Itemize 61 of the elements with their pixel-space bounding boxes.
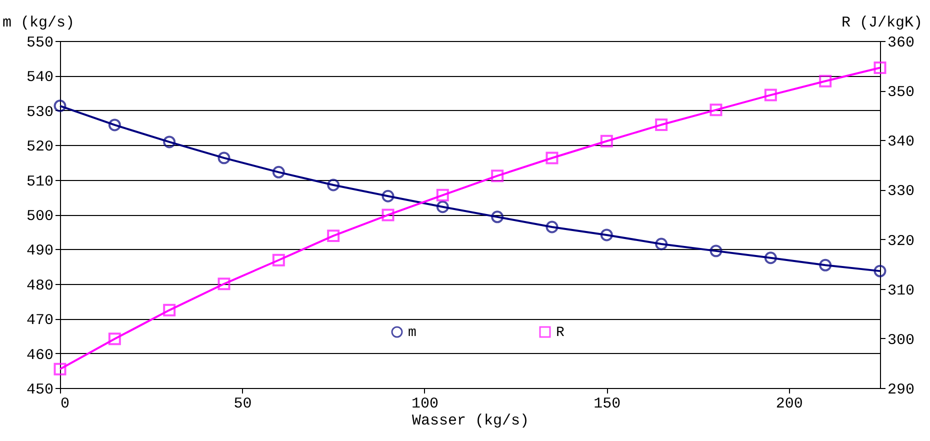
point: [764, 252, 777, 264]
point: [764, 88, 777, 102]
x-tick-label: 50: [234, 396, 252, 412]
x-axis-title: Wasser (kg/s): [412, 412, 530, 430]
point: [874, 62, 886, 74]
point: [218, 278, 230, 290]
point: [436, 188, 449, 202]
y2-tick-label: 290: [888, 382, 915, 398]
point: [491, 170, 504, 182]
point: [218, 152, 230, 164]
y-tick-label: 470: [26, 312, 54, 330]
point: [655, 118, 668, 132]
y-tick-label: 500: [26, 208, 54, 225]
y2-tick-label: 330: [888, 183, 915, 200]
y-tick-label: 550: [26, 34, 54, 52]
point: [272, 254, 285, 266]
y-tick-label: 530: [26, 104, 54, 121]
x-tick-label: 200: [776, 396, 803, 412]
y-tick-label: 520: [26, 138, 54, 156]
x-tick-label: 150: [594, 396, 621, 412]
y-tick-label: 480: [26, 277, 54, 294]
x-tick-label: 100: [411, 396, 438, 412]
y-tick-label: 510: [26, 173, 54, 190]
x-tick-label: 0: [60, 396, 70, 412]
y2-tick-label: 340: [888, 134, 915, 151]
point: [819, 258, 832, 272]
point: [600, 228, 613, 242]
point: [54, 362, 66, 376]
y-tick-label: 540: [26, 69, 54, 86]
point: [710, 244, 722, 258]
y-tick-label: 460: [26, 346, 54, 364]
point: [108, 118, 121, 132]
point: [163, 304, 176, 316]
y-axis-title: m (kg/s): [2, 14, 75, 32]
point: [327, 230, 340, 242]
point: [874, 264, 886, 278]
y-tick-label: 450: [26, 382, 54, 398]
point: [710, 104, 722, 116]
y2-tick-label: 310: [888, 282, 915, 300]
point: [600, 134, 613, 148]
point: [327, 178, 340, 192]
point: [163, 136, 176, 148]
y2-tick-label: 350: [888, 84, 915, 102]
point: [436, 200, 449, 214]
y2-tick-label: 360: [888, 34, 915, 52]
y2-tick-label: 300: [888, 332, 915, 349]
y2-tick-label: 320: [888, 232, 915, 250]
point: [54, 100, 66, 112]
point: [655, 238, 668, 250]
legend-label: R: [556, 325, 565, 341]
point: [819, 74, 832, 88]
point: [108, 332, 121, 346]
point: [382, 190, 394, 202]
y-tick-label: 490: [26, 242, 54, 260]
point: [546, 152, 558, 164]
legend-label: m: [408, 325, 416, 341]
point: [546, 220, 558, 234]
point: [491, 210, 504, 224]
y2-axis-title: R (J/kgK): [841, 14, 922, 32]
point: [272, 166, 285, 178]
point: [382, 208, 394, 222]
